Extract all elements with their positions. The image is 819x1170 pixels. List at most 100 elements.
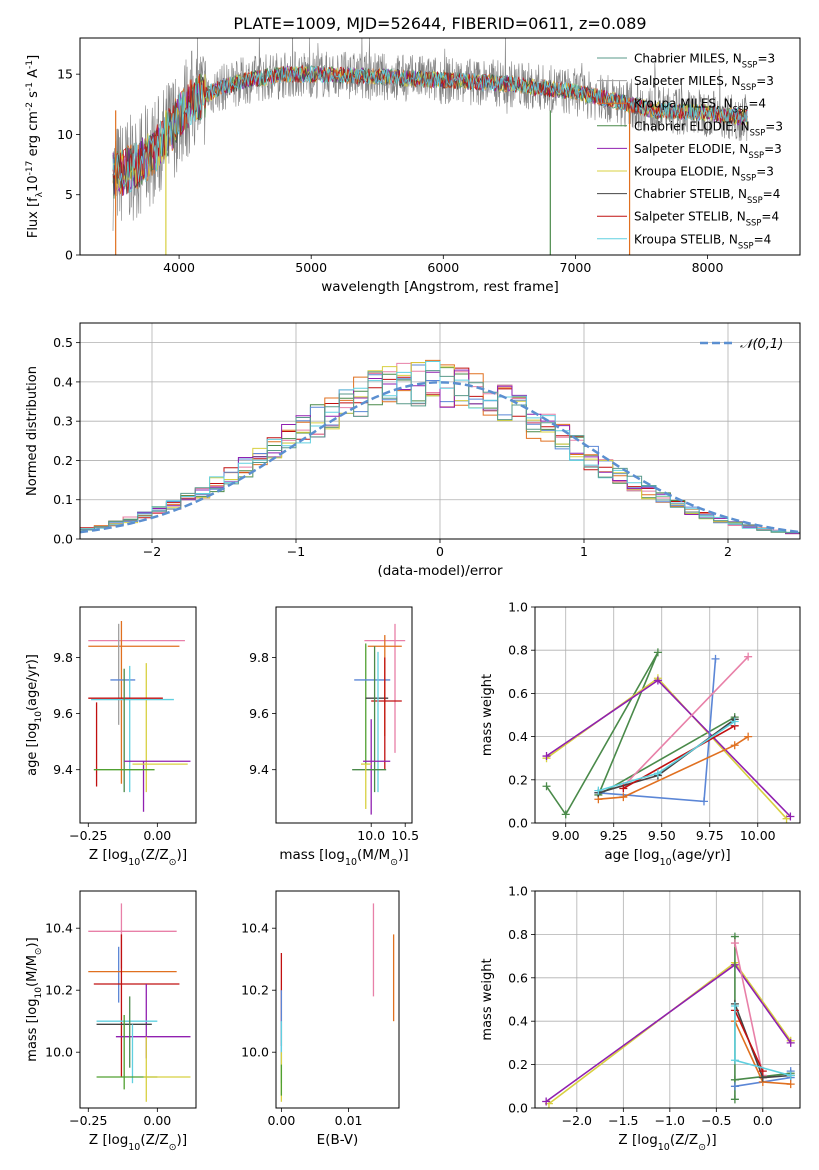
plot-area-weight_vs_age: [542, 648, 795, 823]
axes-spectrum: 4000 5000 6000 7000 8000 0 5 10 15 wavelength [An…: [25, 37, 801, 295]
label-subscript: SSP: [741, 173, 757, 183]
y-tick-label: 0.4: [508, 1014, 528, 1029]
label-subscript: ⊙: [169, 1142, 177, 1153]
y-tick-label: 10.4: [241, 921, 269, 936]
y-tick-label: 0.4: [53, 374, 73, 389]
label-subscript: SSP: [741, 82, 757, 92]
label-part: 𝒩(0,1): [740, 337, 783, 352]
label-part: mass [log: [279, 847, 345, 863]
label-part: (Z/Z: [140, 1132, 168, 1148]
label-part: =4: [748, 97, 766, 111]
x-tick-label: 6000: [427, 260, 459, 275]
x-tick-label: 9.75: [696, 828, 724, 843]
axes-frame: [275, 890, 400, 1109]
label-part: (age/yr)]: [25, 654, 40, 711]
x-tick-label: 0.00: [143, 828, 171, 843]
histogram-step-salpeter_elodie: [80, 369, 800, 535]
weight-marker: [730, 1095, 739, 1104]
axes-frame: [79, 37, 801, 256]
y-tick-label: 0.0: [508, 1101, 528, 1116]
x-tick-label: 10.00: [740, 828, 776, 843]
label-part: 10: [26, 175, 41, 192]
x-tick-label: −0.25: [69, 1113, 107, 1128]
legend-label: Salpeter ELODIE, NSSP=3: [634, 142, 782, 160]
axes-age_vs_mass: 10.0 10.5 9.4 9.6 9.8 mass [log10(M/M⊙)]: [249, 606, 419, 868]
label-part: Flux [f: [26, 197, 41, 238]
spectrum-model-line-kroupa_stelib: [112, 65, 748, 193]
label-part: s: [26, 91, 41, 102]
y-axis-label: mass weight: [480, 674, 495, 756]
x-axis-label: age [log10(age/yr)]: [604, 847, 730, 868]
figure-title: PLATE=1009, MJD=52644, FIBERID=0611, z=0…: [233, 14, 646, 33]
label-subscript: 10: [658, 1142, 670, 1153]
y-tick-label: 0: [65, 248, 73, 263]
x-tick-label: 0.00: [143, 1113, 171, 1128]
x-axis-label: Z [log10(Z/Z⊙)]: [89, 1132, 187, 1153]
label-part: )]: [25, 937, 40, 947]
y-tick-label: 0.6: [508, 970, 528, 985]
axes-frame: [534, 890, 801, 1109]
label-subscript: SSP: [733, 105, 749, 115]
y-tick-label: 0.3: [53, 414, 73, 429]
x-tick-label: −1.0: [655, 1113, 685, 1128]
label-part: (Z/Z: [140, 847, 168, 863]
weight-marker: [786, 1071, 795, 1080]
y-tick-label: 0.1: [53, 492, 73, 507]
y-tick-label: 9.8: [249, 650, 269, 665]
weight-line-pink: [622, 656, 749, 787]
y-axis-label: mass [log10(M/M⊙)]: [25, 937, 44, 1061]
label-subscript: λ: [35, 191, 45, 197]
y-tick-label: 0.2: [508, 1057, 528, 1072]
x-tick-label: −2: [143, 544, 161, 559]
legend-label: Chabrier MILES, NSSP=3: [634, 52, 775, 70]
label-part: Normed distribution: [25, 366, 40, 496]
label-subscript: ⊙: [698, 1142, 706, 1153]
label-subscript: 10: [128, 1142, 140, 1153]
weight-line-pink: [734, 942, 764, 1076]
label-part: ]: [26, 55, 41, 60]
label-part: Z [log: [89, 1132, 128, 1148]
weight-marker: [786, 812, 795, 821]
x-tick-label: 1: [580, 544, 588, 559]
x-tick-label: 2: [724, 544, 732, 559]
label-part: =3: [765, 119, 783, 133]
label-part: =3: [757, 52, 775, 66]
label-part: Salpeter ELODIE, N: [634, 142, 748, 156]
label-part: Kroupa STELIB, N: [634, 232, 738, 246]
axes-frame: [79, 606, 197, 824]
y-tick-label: 1.0: [508, 600, 528, 615]
label-subscript: SSP: [746, 218, 762, 228]
label-part: (M/M: [25, 955, 40, 987]
plot-area-mass_vs_EBV: [280, 903, 395, 1102]
x-tick-label: 5000: [295, 260, 327, 275]
x-tick-label: 4000: [163, 260, 195, 275]
y-tick-label: 0.0: [53, 532, 73, 547]
y-tick-label: 9.4: [249, 762, 269, 777]
label-subscript: SSP: [742, 60, 758, 70]
spectrum-model-line-chabrier_stelib: [112, 66, 748, 196]
label-part: Chabrier ELODIE, N: [634, 119, 750, 133]
label-part: Kroupa MILES, N: [634, 97, 733, 111]
x-tick-label: 8000: [692, 260, 724, 275]
y-tick-label: 10.4: [45, 921, 73, 936]
weight-marker: [730, 939, 739, 948]
histogram-step-chabrier_miles: [80, 370, 800, 535]
label-part: (Z/Z: [670, 1132, 698, 1148]
label-subscript: ⊙: [34, 947, 44, 955]
y-tick-label: 5: [65, 187, 73, 202]
label-subscript: 10: [34, 987, 44, 999]
label-part: (age/yr)]: [672, 847, 731, 863]
label-part: =3: [764, 142, 782, 156]
x-tick-label: −1.5: [608, 1113, 638, 1128]
x-tick-label: −1: [287, 544, 305, 559]
weight-marker: [786, 1080, 795, 1089]
y-tick-label: 10.2: [45, 983, 73, 998]
label-superscript: -1: [25, 60, 35, 69]
y-tick-label: 10.2: [241, 983, 269, 998]
label-subscript: ⊙: [169, 857, 177, 868]
label-part: Chabrier MILES, N: [634, 52, 742, 66]
weight-marker: [699, 797, 708, 806]
weight-marker: [730, 1056, 739, 1065]
weight-marker: [594, 786, 603, 795]
label-subscript: ⊙: [390, 857, 398, 868]
